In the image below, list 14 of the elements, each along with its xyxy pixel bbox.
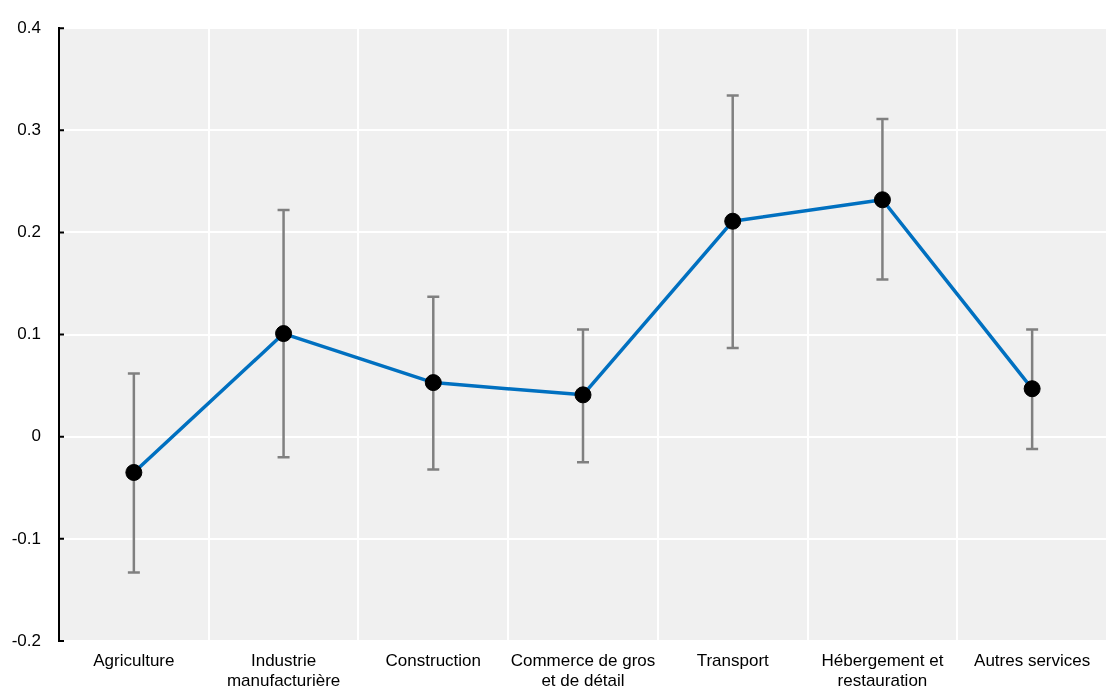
y-tick-label: 0.3: [17, 120, 41, 140]
y-tick-label: 0: [31, 426, 41, 446]
x-tick-label: Transport: [696, 650, 770, 670]
y-tick-label: 0.1: [17, 324, 41, 344]
x-tick-label: Autres services: [974, 650, 1091, 670]
x-tick-label: Industrie manufacturière: [226, 650, 341, 691]
y-tick-label: 0.4: [17, 17, 41, 37]
y-tick-label: -0.1: [11, 528, 41, 548]
y-tick-label: 0.2: [17, 222, 41, 242]
x-tick-label: Construction: [385, 650, 481, 670]
y-tick-label: -0.2: [11, 630, 41, 650]
x-tick-label: Hébergement et restauration: [821, 650, 944, 691]
x-tick-label: Agriculture: [93, 650, 175, 670]
x-tick-label: Commerce de gros et de détail: [510, 650, 656, 691]
